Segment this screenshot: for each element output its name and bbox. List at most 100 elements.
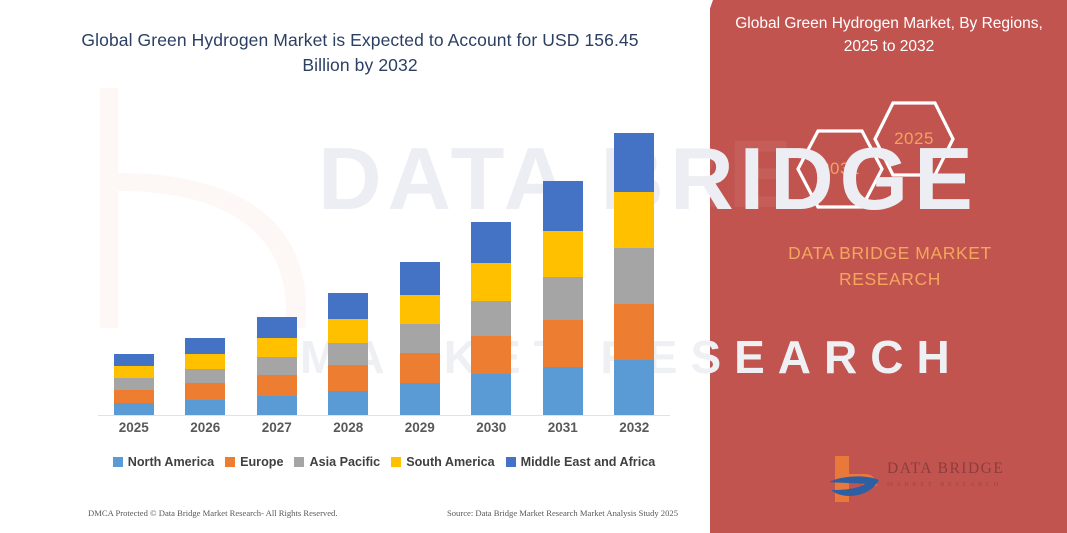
hexagon-2032-label: 2032 [820, 159, 860, 178]
hexagon-2025-shape [873, 101, 955, 177]
bar-segment [328, 342, 369, 366]
bar-segment [399, 352, 440, 384]
stacked-bar [113, 353, 154, 415]
bar-segment [614, 303, 655, 360]
legend-swatch-icon [294, 457, 305, 467]
panel-brand-line1: DATA BRIDGE MARKET [788, 243, 992, 263]
x-axis-tick: 2030 [476, 420, 507, 435]
bar-segment [399, 324, 440, 353]
bar-segment [256, 356, 297, 376]
bar-segment [399, 294, 440, 325]
bar-segment [185, 337, 226, 354]
legend-item[interactable]: Asia Pacific [294, 455, 380, 469]
background-logo-watermark [100, 88, 307, 328]
bar-segment [471, 374, 512, 415]
stacked-bar [328, 292, 369, 415]
bar-segment [256, 395, 297, 415]
bar-segment [113, 366, 154, 379]
bar-segment [185, 369, 226, 384]
legend-swatch-icon [505, 457, 516, 467]
bar-column [313, 96, 385, 415]
bar-segment [256, 375, 297, 396]
bar-column [384, 96, 456, 415]
legend-swatch-icon [391, 457, 402, 467]
panel-title: Global Green Hydrogen Market, By Regions… [735, 15, 1043, 56]
bar-segment [256, 337, 297, 357]
footer: DMCA Protected © Data Bridge Market Rese… [88, 508, 678, 518]
hexagon-2032: 2032 [795, 128, 885, 210]
x-axis-tick: 2028 [333, 420, 364, 435]
brand-panel: RE Global Green Hydrogen Market, By Regi… [649, 0, 1067, 533]
bar-segment [185, 383, 226, 400]
panel-brand-line2: RESEARCH [838, 269, 942, 290]
bar-segment [113, 389, 154, 403]
red-panel-shape [667, 0, 1067, 533]
stacked-bar [614, 132, 655, 415]
bar-column [170, 96, 242, 415]
legend-item[interactable]: North America [112, 455, 215, 469]
bar-segment [542, 230, 583, 278]
bar-segment [614, 132, 655, 192]
bar-segment [256, 317, 297, 338]
bar-segment [113, 402, 154, 415]
stacked-bar [185, 337, 226, 415]
chart-legend: North America Europe Asia Pacific South Ame… [98, 455, 670, 469]
x-axis-labels: 2025 2026 2027 2028 2029 2030 2031 2032 [98, 420, 670, 435]
x-axis-tick: 2029 [404, 420, 435, 435]
bar-segment [328, 390, 369, 415]
bar-segment [542, 277, 583, 321]
chart-title: Global Green Hydrogen Market is Expected… [81, 30, 639, 76]
bar-segment [542, 320, 583, 368]
bar-segment [399, 262, 440, 295]
bar-group [98, 96, 670, 415]
bar-segment [471, 263, 512, 301]
bar-segment [614, 359, 655, 415]
legend-swatch-icon [225, 457, 236, 467]
hexagon-group: 2025 2032 [795, 98, 1045, 213]
bar-segment [614, 247, 655, 304]
x-axis-tick: 2031 [547, 420, 578, 435]
bar-segment [113, 378, 154, 390]
bar-column [599, 96, 671, 415]
bar-segment [328, 319, 369, 343]
bar-segment [471, 222, 512, 264]
logo-subtitle: MARKET RESEARCH [887, 481, 1002, 488]
bar-column [98, 96, 170, 415]
footer-source: Source: Data Bridge Market Research Mark… [446, 508, 678, 518]
bar-segment [185, 399, 226, 415]
chart-panel: DATA BRIDGE MARKET RESEARCH Global Green… [81, 30, 973, 518]
legend-swatch-icon [112, 457, 123, 467]
brand-panel-content: RE Global Green Hydrogen Market, By Regi… [649, 0, 1067, 533]
legend-label: Middle East and Africa [520, 455, 656, 469]
logo-title: DATA BRIDGE [887, 460, 1005, 477]
legend-item[interactable]: South America [391, 455, 495, 469]
bar-segment [542, 367, 583, 415]
x-axis-line [98, 415, 670, 416]
hexagon-2025: 2025 [872, 100, 956, 178]
bar-segment [113, 353, 154, 367]
stacked-bar [399, 262, 440, 415]
brand-logo: DATA BRIDGE MARKET RESEARCH [825, 452, 1040, 514]
legend-item[interactable]: Europe [225, 455, 283, 469]
logo-wordmark: DATA BRIDGE MARKET RESEARCH [887, 460, 1004, 488]
bar-column [456, 96, 528, 415]
x-axis-tick: 2027 [261, 420, 292, 435]
stacked-bar [542, 180, 583, 415]
legend-label: Europe [240, 455, 284, 469]
bar-segment [328, 365, 369, 391]
x-axis-tick: 2025 [118, 420, 149, 435]
bar-column [241, 96, 313, 415]
x-axis-tick: 2026 [190, 420, 221, 435]
legend-label: North America [127, 455, 215, 469]
bar-segment [542, 180, 583, 231]
stacked-bar [471, 222, 512, 415]
chart-plot-area [98, 96, 670, 416]
stacked-bar [256, 317, 297, 415]
hexagon-2032-shape [796, 129, 884, 209]
legend-item[interactable]: Middle East and Africa [505, 455, 656, 469]
legend-label: Asia Pacific [309, 455, 381, 469]
panel-brand: DATA BRIDGE MARKET RESEARCH [715, 240, 1065, 293]
bar-segment [614, 191, 655, 248]
bar-segment [471, 300, 512, 336]
